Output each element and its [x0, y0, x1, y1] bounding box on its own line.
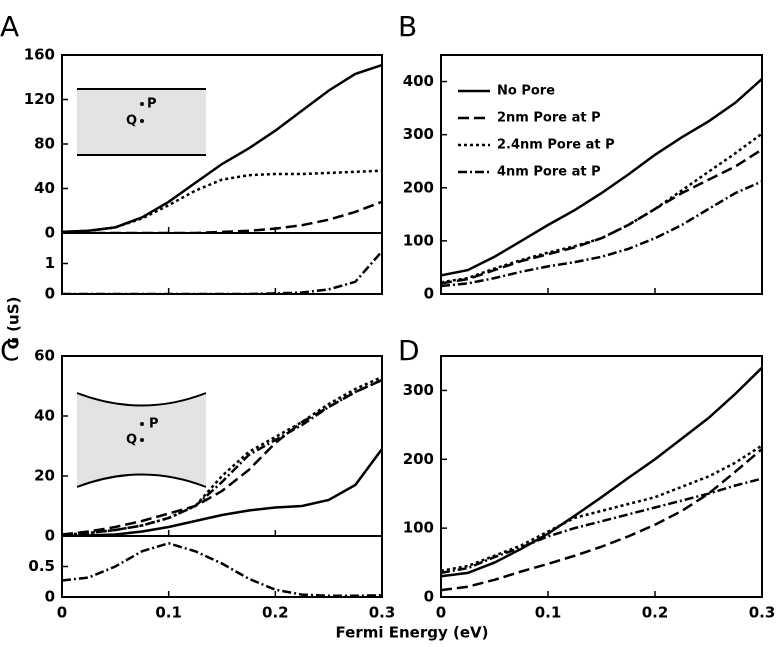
data-line [441, 77, 762, 277]
axes-frame [440, 54, 763, 295]
y-tick-label: 20 [34, 467, 55, 485]
legend-label: No Pore [497, 84, 555, 99]
data-line [62, 200, 382, 233]
inset-label: Q [126, 114, 137, 129]
data-line [441, 180, 762, 288]
panel-letter: A [0, 10, 19, 43]
y-tick-label: 40 [34, 407, 55, 425]
y-tick-label: 100 [403, 231, 434, 249]
y-tick-label: 120 [24, 90, 55, 108]
inset-a [77, 88, 206, 156]
y-tick-label: 0 [45, 527, 55, 545]
x-tick-label: 0 [436, 604, 446, 622]
x-tick-label: 0.2 [262, 604, 289, 622]
inset-label: P [149, 417, 159, 432]
panel-letter: C [0, 334, 20, 367]
y-tick-label: 80 [34, 135, 55, 153]
data-line [441, 448, 762, 592]
x-tick-label: 0.1 [535, 604, 562, 622]
y-tick-label: 1 [45, 254, 55, 272]
data-line [62, 63, 382, 233]
y-tick-label: 0 [45, 588, 55, 606]
x-tick-label: 0.3 [749, 604, 776, 622]
panel-letter: B [398, 10, 417, 43]
legend-label: 2nm Pore at P [497, 111, 601, 126]
data-line [441, 148, 762, 285]
panel-letter: D [398, 334, 420, 367]
y-tick-label: 0 [424, 588, 434, 606]
data-line [62, 169, 382, 233]
data-line [441, 444, 762, 573]
data-line [441, 477, 762, 575]
data-line [62, 541, 382, 597]
data-line [441, 132, 762, 284]
legend-label: 2.4nm Pore at P [497, 138, 615, 153]
axes-frame [61, 232, 383, 295]
y-tick-label: 300 [403, 381, 434, 399]
data-line [441, 366, 762, 578]
data-line [62, 250, 382, 294]
data-line [62, 448, 382, 536]
x-tick-label: 0.2 [642, 604, 669, 622]
y-axis-label: G (uS) [5, 297, 23, 350]
data-line [62, 378, 382, 536]
legend-label: 4nm Pore at P [497, 165, 601, 180]
y-tick-label: 100 [403, 519, 434, 537]
y-tick-label: 200 [403, 178, 434, 196]
x-tick-label: 0 [57, 604, 67, 622]
x-axis-label: Fermi Energy (eV) [336, 624, 489, 642]
axes-frame [61, 535, 383, 598]
x-tick-label: 0.1 [155, 604, 182, 622]
data-line [62, 378, 382, 536]
y-tick-label: 0 [45, 224, 55, 242]
inset-label: Q [126, 433, 137, 448]
x-tick-label: 0.3 [369, 604, 396, 622]
y-tick-label: 0 [45, 285, 55, 303]
y-tick-label: 0 [424, 285, 434, 303]
y-tick-label: 0.5 [28, 557, 55, 575]
y-tick-label: 40 [34, 179, 55, 197]
y-tick-label: 200 [403, 450, 434, 468]
y-tick-label: 400 [403, 72, 434, 90]
data-line [62, 375, 382, 536]
inset-c [76, 392, 207, 488]
y-tick-label: 160 [24, 46, 55, 64]
y-tick-label: 300 [403, 125, 434, 143]
inset-label: P [147, 97, 157, 112]
axes-frame [440, 355, 763, 598]
y-tick-label: 60 [34, 347, 55, 365]
